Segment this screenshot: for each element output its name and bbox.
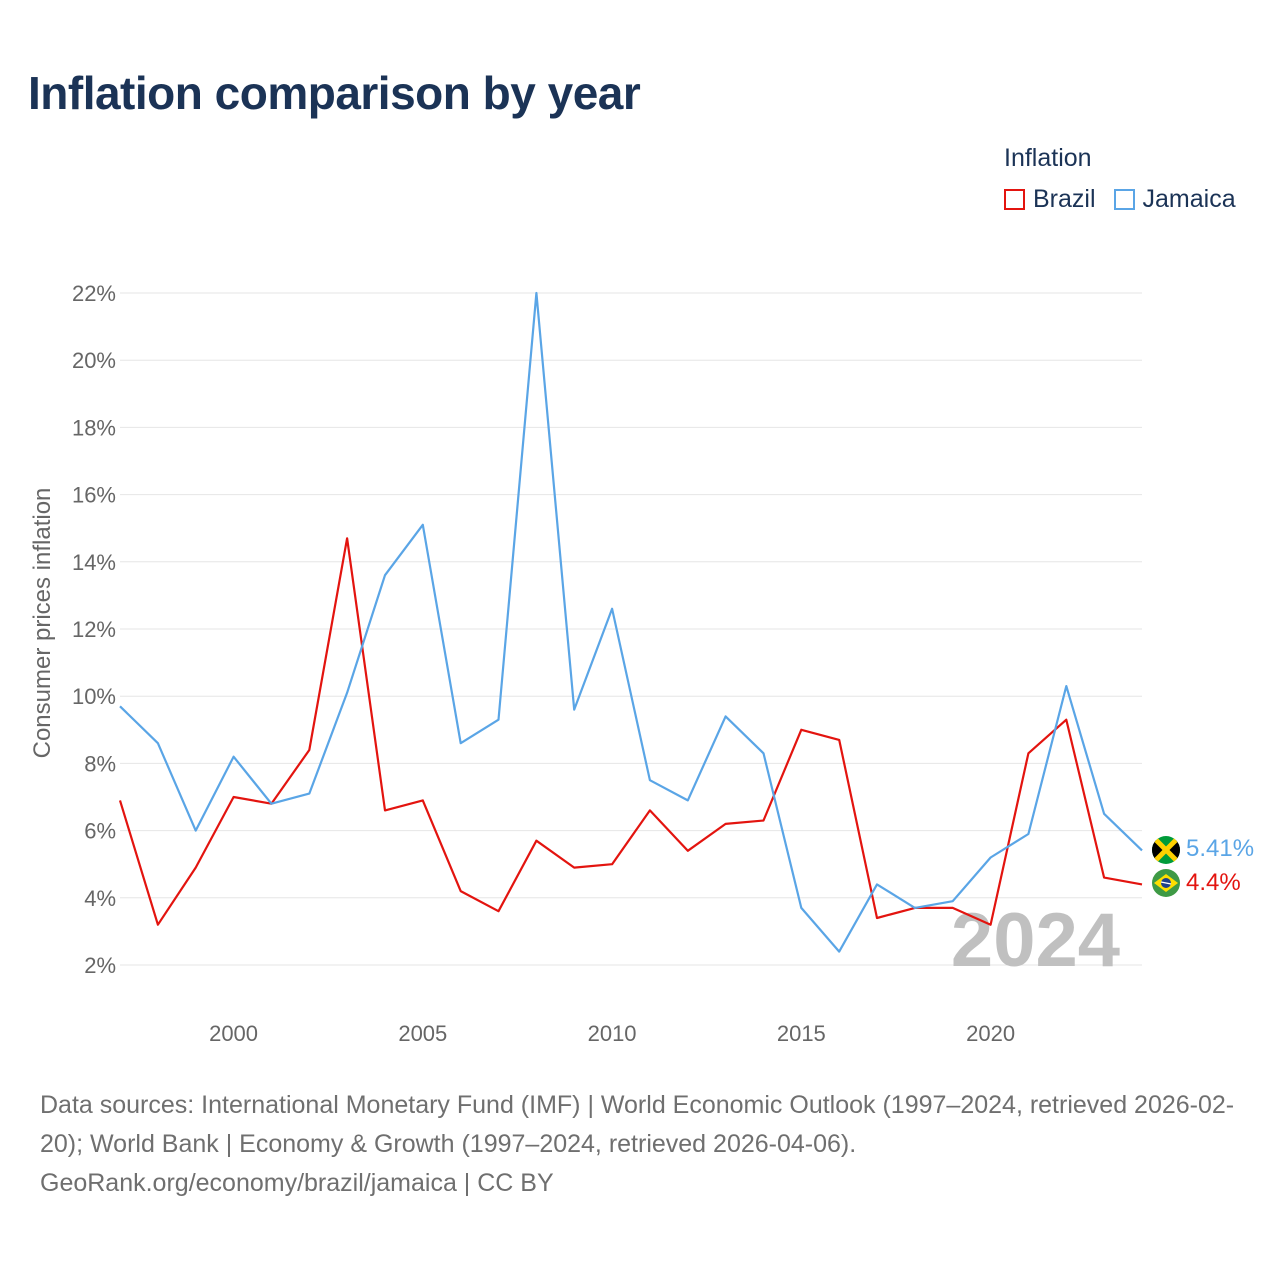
y-tick-label: 2%	[84, 953, 116, 978]
legend-swatch-jamaica	[1113, 189, 1135, 210]
y-tick-label: 6%	[84, 819, 116, 844]
series-line-brazil[interactable]	[118, 537, 1143, 926]
series-lines	[118, 291, 1143, 953]
legend-item-brazil[interactable]: Brazil	[1004, 185, 1096, 214]
data-source-note: Data sources: International Monetary Fun…	[40, 1086, 1250, 1203]
x-tick-label: 2015	[777, 1021, 826, 1046]
y-tick-label: 10%	[72, 684, 116, 709]
legend-swatch-brazil	[1004, 189, 1025, 210]
x-tick-label: 2000	[209, 1021, 258, 1046]
y-tick-label: 4%	[84, 886, 116, 911]
y-tick-label: 20%	[72, 348, 116, 373]
year-watermark: 2024	[951, 898, 1120, 983]
end-label-jamaica: 5.41%	[1186, 835, 1254, 862]
legend-title: Inflation	[1004, 144, 1092, 172]
legend-label-jamaica: Jamaica	[1142, 185, 1236, 213]
y-tick-label: 16%	[72, 483, 116, 508]
brazil-flag-icon	[1152, 869, 1180, 897]
gridlines	[120, 292, 1142, 966]
series-line-jamaica[interactable]	[119, 291, 1143, 953]
source-link[interactable]: GeoRank.org/economy/brazil/jamaica | CC …	[40, 1169, 554, 1197]
y-tick-label: 22%	[72, 281, 116, 306]
legend-item-jamaica[interactable]: Jamaica	[1113, 185, 1236, 214]
x-tick-label: 2010	[588, 1021, 637, 1046]
jamaica-flag-icon	[1152, 836, 1180, 864]
y-axis-ticks: 2% 4% 6% 8% 10% 12% 14% 16% 18% 20% 22%	[72, 281, 116, 978]
legend: Brazil Jamaica	[1004, 185, 1254, 214]
x-tick-label: 2020	[966, 1021, 1015, 1046]
y-axis-label: Consumer prices inflation	[29, 488, 56, 759]
legend-label-brazil: Brazil	[1033, 185, 1096, 213]
end-label-brazil: 4.4%	[1186, 869, 1241, 896]
source-text: Data sources: International Monetary Fun…	[40, 1091, 1235, 1158]
y-tick-label: 8%	[84, 751, 116, 776]
x-axis-ticks: 2000 2005 2010 2015 2020	[209, 1021, 1015, 1046]
y-tick-label: 14%	[72, 550, 116, 575]
y-tick-label: 18%	[72, 415, 116, 440]
chart-title: Inflation comparison by year	[28, 67, 641, 119]
y-tick-label: 12%	[72, 617, 116, 642]
x-tick-label: 2005	[398, 1021, 447, 1046]
